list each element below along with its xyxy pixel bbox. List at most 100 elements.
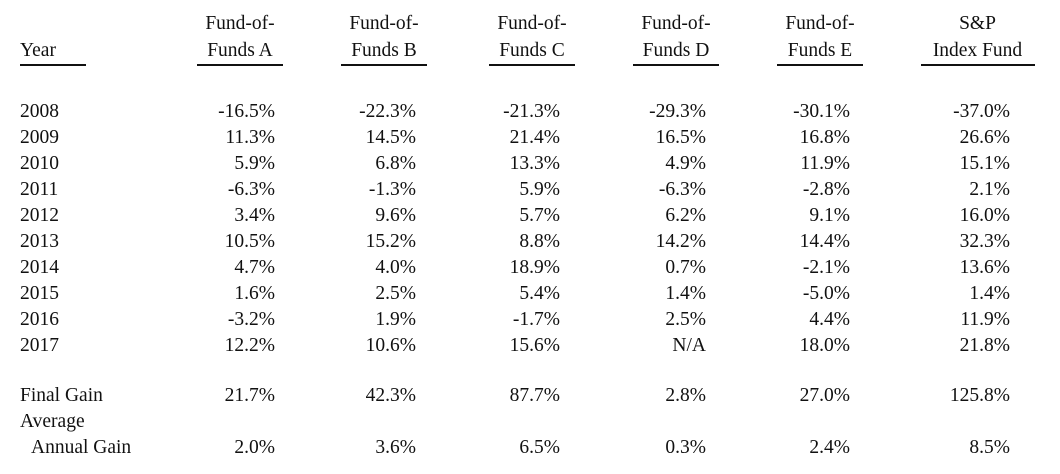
row-value-fund-a: -3.2% [227,309,275,330]
row-value-fund-d: -6.3% [658,179,706,200]
row-value-fund-b: 9.6% [375,205,416,226]
fund-c-header-line1: Fund-of- [497,13,567,34]
average-label-line2: Annual Gain [31,437,132,458]
row-value-fund-e: 11.9% [800,153,850,174]
year-header-underline [20,64,86,66]
row-value-fund-c: 5.7% [519,205,560,226]
row-value-fund-d: 1.4% [665,283,706,304]
row-value-fund-c: -21.3% [503,101,560,122]
row-value-fund-b: 14.5% [365,127,416,148]
row-value-fund-a: -16.5% [218,101,275,122]
row-value-fund-e: 4.4% [809,309,850,330]
row-value-fund-c: 5.9% [519,179,560,200]
sp-index-header-line2: Index Fund [932,40,1023,61]
fund-a-header-line2: Funds A [207,40,273,61]
row-value-sp-index: -37.0% [953,101,1010,122]
row-value-fund-a: -6.3% [227,179,275,200]
final-gain-fund-e: 27.0% [799,385,850,406]
row-value-fund-b: -1.3% [368,179,416,200]
fund-b-header-line1: Fund-of- [349,13,419,34]
row-value-fund-d: 4.9% [665,153,706,174]
final-gain-fund-c: 87.7% [509,385,560,406]
fund-d-header-underline [633,64,719,66]
sp-index-header-underline [921,64,1035,66]
fund-a-header-line1: Fund-of- [205,13,275,34]
row-value-fund-c: 5.4% [519,283,560,304]
row-value-fund-c: 15.6% [509,335,560,356]
fund-e-header-line2: Funds E [787,40,853,61]
row-value-fund-b: 1.9% [375,309,416,330]
row-value-fund-e: -2.1% [802,257,850,278]
row-value-fund-d: 6.2% [665,205,706,226]
row-value-fund-b: 10.6% [365,335,416,356]
row-value-fund-a: 10.5% [224,231,275,252]
row-value-fund-c: 18.9% [509,257,560,278]
final-gain-fund-b: 42.3% [365,385,416,406]
average-gain-fund-e: 2.4% [809,437,850,458]
final-gain-label: Final Gain [20,385,103,406]
row-value-fund-e: -30.1% [793,101,850,122]
row-value-fund-c: 8.8% [519,231,560,252]
fund-c-header-underline [489,64,575,66]
final-gain-fund-a: 21.7% [224,385,275,406]
row-value-fund-b: 4.0% [375,257,416,278]
row-value-fund-d: 16.5% [655,127,706,148]
row-value-fund-a: 11.3% [225,127,275,148]
row-value-fund-b: -22.3% [359,101,416,122]
row-value-fund-e: -2.8% [802,179,850,200]
row-year: 2013 [20,231,59,252]
row-value-fund-c: -1.7% [512,309,560,330]
fund-e-header-line1: Fund-of- [785,13,855,34]
row-value-fund-c: 21.4% [509,127,560,148]
row-year: 2010 [20,153,59,174]
average-gain-sp-index: 8.5% [969,437,1010,458]
row-value-sp-index: 16.0% [959,205,1010,226]
fund-e-header-underline [777,64,863,66]
row-value-fund-b: 2.5% [375,283,416,304]
fund-a-header-underline [197,64,283,66]
row-value-fund-a: 3.4% [234,205,275,226]
sp-index-header-line1: S&P [959,13,996,34]
row-value-sp-index: 11.9% [960,309,1010,330]
row-year: 2009 [20,127,59,148]
row-value-fund-a: 12.2% [224,335,275,356]
row-year: 2012 [20,205,59,226]
row-value-sp-index: 13.6% [959,257,1010,278]
row-value-sp-index: 1.4% [969,283,1010,304]
row-value-sp-index: 2.1% [969,179,1010,200]
final-gain-fund-d: 2.8% [665,385,706,406]
row-value-fund-c: 13.3% [509,153,560,174]
row-value-fund-a: 1.6% [234,283,275,304]
row-value-fund-a: 4.7% [234,257,275,278]
row-value-fund-a: 5.9% [234,153,275,174]
average-gain-fund-b: 3.6% [375,437,416,458]
row-year: 2008 [20,101,59,122]
row-value-fund-b: 15.2% [365,231,416,252]
row-year: 2015 [20,283,59,304]
year-header: Year [20,40,56,61]
row-value-fund-e: 9.1% [809,205,850,226]
final-gain-sp-index: 125.8% [949,385,1010,406]
row-value-fund-d: 14.2% [655,231,706,252]
average-gain-fund-d: 0.3% [665,437,706,458]
row-value-sp-index: 26.6% [959,127,1010,148]
row-value-fund-d: N/A [672,335,706,356]
fund-d-header-line2: Funds D [642,40,710,61]
fund-d-header-line1: Fund-of- [641,13,711,34]
average-label-line1: Average [20,411,85,432]
average-gain-fund-a: 2.0% [234,437,275,458]
row-value-fund-d: 2.5% [665,309,706,330]
row-value-fund-e: -5.0% [802,283,850,304]
row-value-sp-index: 15.1% [959,153,1010,174]
row-value-fund-d: 0.7% [665,257,706,278]
average-gain-fund-c: 6.5% [519,437,560,458]
row-value-fund-b: 6.8% [375,153,416,174]
fund-c-header-line2: Funds C [499,40,565,61]
row-value-fund-e: 18.0% [799,335,850,356]
row-value-fund-e: 14.4% [799,231,850,252]
row-year: 2014 [20,257,59,278]
row-year: 2017 [20,335,59,356]
row-value-sp-index: 32.3% [959,231,1010,252]
row-year: 2011 [20,179,59,200]
